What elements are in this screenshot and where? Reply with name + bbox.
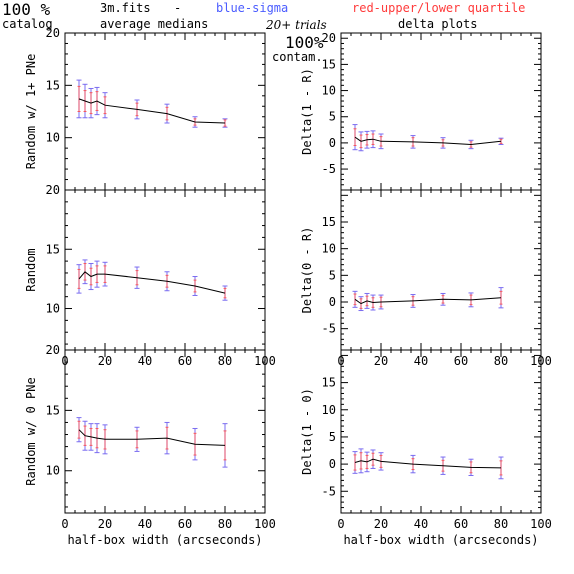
x-tick-label: 100: [254, 517, 276, 531]
x-tick-label: 60: [178, 354, 192, 368]
x-axis-label: half-box width (arcseconds): [67, 533, 262, 547]
y-tick-label: 15: [46, 78, 60, 92]
x-tick-label: 80: [494, 354, 508, 368]
x-tick-label: 20: [374, 354, 388, 368]
y-tick-label: 20: [46, 26, 60, 40]
median-line: [354, 458, 502, 469]
y-tick-label: 0: [329, 295, 336, 309]
panel-frame: [340, 32, 542, 191]
trials-label: 20+ trials: [266, 18, 327, 32]
panel-frame: [340, 349, 542, 514]
x-tick-label: 40: [138, 354, 152, 368]
x-tick-label: 40: [414, 517, 428, 531]
y-axis-label: Delta(1 - R): [300, 68, 314, 155]
y-tick-label: -5: [322, 322, 336, 336]
median-line: [354, 136, 502, 146]
contam-label: contam.: [272, 50, 323, 64]
y-tick-label: 10: [46, 131, 60, 145]
catalog-percent: 100 %: [2, 0, 51, 19]
y-tick-label: -5: [322, 484, 336, 498]
y-tick-label: 20: [322, 31, 336, 45]
y-tick-label: 10: [46, 302, 60, 316]
y-tick-label: 10: [46, 464, 60, 478]
delta-plots-label: delta plots: [398, 17, 478, 31]
x-tick-label: 40: [138, 517, 152, 531]
x-tick-label: 20: [98, 517, 112, 531]
x-tick-label: 80: [218, 517, 232, 531]
median-line: [78, 429, 226, 446]
average-medians-label: average medians: [100, 17, 209, 31]
median-line: [78, 271, 226, 294]
y-axis-label: Random w/ 1+ PNe: [24, 54, 38, 170]
y-axis-label: Random: [24, 248, 38, 291]
y-tick-label: 10: [322, 84, 336, 98]
y-tick-label: -5: [322, 162, 336, 176]
x-tick-label: 40: [414, 354, 428, 368]
y-tick-label: 0: [329, 136, 336, 150]
y-tick-label: 15: [46, 403, 60, 417]
catalog-label: catalog: [2, 17, 53, 31]
y-axis-label: Delta(1 - 0): [300, 388, 314, 475]
panel-1: 10 15 20 Random w/ 1+ PNe: [24, 26, 266, 191]
x-tick-label: 60: [454, 354, 468, 368]
x-tick-label: 20: [98, 354, 112, 368]
panel-6: -5 0 5 10 15 0 20 40 60 80 100 Delta(1 - 0) half-box…: [300, 349, 552, 547]
y-tick-label: 15: [322, 376, 336, 390]
panel-frame: [64, 32, 266, 191]
y-tick-label: 5: [329, 268, 336, 282]
blue-sigma-legend: blue-sigma: [216, 1, 289, 15]
header-dash: -: [174, 1, 182, 15]
panel-frame: [340, 189, 542, 351]
y-tick-label: 20: [46, 343, 60, 357]
panel-5: 10 15 20 0 20 40 60 80 100 Random w/ 0 PNe half-bo…: [24, 343, 276, 547]
x-tick-label: 0: [61, 517, 68, 531]
x-tick-label: 0: [337, 517, 344, 531]
median-line: [78, 98, 226, 124]
x-tick-label: 20: [374, 517, 388, 531]
x-tick-label: 80: [218, 354, 232, 368]
red-quartile-legend: red-upper/lower quartile: [352, 1, 526, 15]
y-tick-label: 0: [329, 457, 336, 471]
y-axis-label: Random w/ 0 PNe: [24, 377, 38, 485]
y-tick-label: 15: [322, 57, 336, 71]
x-tick-label: 60: [454, 517, 468, 531]
y-tick-label: 10: [322, 403, 336, 417]
x-tick-label: 60: [178, 517, 192, 531]
y-tick-label: 15: [322, 215, 336, 229]
median-line: [354, 297, 502, 305]
y-tick-label: 10: [322, 242, 336, 256]
y-tick-label: 20: [46, 183, 60, 197]
y-axis-label: Delta(0 - R): [300, 227, 314, 314]
y-tick-label: 5: [329, 110, 336, 124]
x-tick-label: 100: [530, 517, 552, 531]
y-tick-label: 15: [46, 242, 60, 256]
x-axis-label: half-box width (arcseconds): [343, 533, 538, 547]
panel-frame: [64, 189, 266, 351]
panel-frame: [64, 349, 266, 514]
panel-2: -5 0 5 10 15 20 Delta(1 - R): [300, 31, 542, 191]
x-tick-label: 80: [494, 517, 508, 531]
contam-percent: 100%: [285, 33, 324, 52]
file-name: 3m.fits: [100, 1, 151, 15]
y-tick-label: 5: [329, 430, 336, 444]
